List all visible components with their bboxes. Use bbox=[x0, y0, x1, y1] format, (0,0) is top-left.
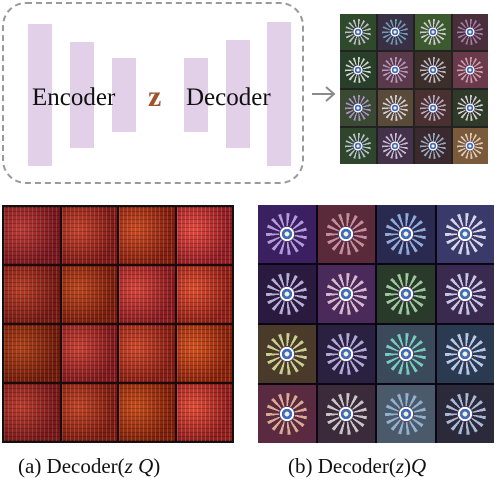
noise-image-tile bbox=[4, 266, 60, 323]
flower-image-tile bbox=[317, 385, 375, 443]
flower-image-tile bbox=[377, 205, 435, 263]
flower-image-tile bbox=[436, 205, 494, 263]
noise-image-tile bbox=[176, 325, 232, 382]
noise-image-tile bbox=[119, 384, 175, 441]
noise-image-tile bbox=[61, 266, 117, 323]
flower-image-tile bbox=[436, 265, 494, 323]
noise-image-tile bbox=[119, 266, 175, 323]
flower-image-tile bbox=[452, 90, 488, 126]
encoder-layer-2 bbox=[70, 42, 94, 148]
flower-image-tile bbox=[317, 265, 375, 323]
flower-image-tile bbox=[340, 128, 376, 164]
decoder-z-q-image-grid bbox=[258, 205, 494, 443]
flower-image-tile bbox=[258, 325, 316, 383]
flower-image-tile bbox=[415, 128, 451, 164]
noise-image-tile bbox=[176, 266, 232, 323]
flower-image-tile bbox=[340, 14, 376, 50]
flower-image-tile bbox=[377, 385, 435, 443]
noise-image-tile bbox=[4, 207, 60, 264]
flower-image-tile bbox=[258, 205, 316, 263]
decoder-zq-image-grid bbox=[2, 205, 234, 443]
flower-image-tile bbox=[415, 14, 451, 50]
flower-image-tile bbox=[258, 265, 316, 323]
autoencoder-frame bbox=[2, 2, 304, 184]
encoder-layer-1 bbox=[28, 24, 52, 166]
flower-image-tile bbox=[377, 325, 435, 383]
decoder-label: Decoder bbox=[186, 84, 271, 111]
flower-image-tile bbox=[452, 14, 488, 50]
flower-image-tile bbox=[377, 128, 413, 164]
encoder-layer-3 bbox=[112, 58, 136, 132]
flower-image-tile bbox=[452, 52, 488, 88]
flower-image-tile bbox=[436, 385, 494, 443]
flower-image-tile bbox=[317, 205, 375, 263]
flower-image-tile bbox=[317, 325, 375, 383]
flower-image-tile bbox=[452, 128, 488, 164]
flower-image-tile bbox=[258, 385, 316, 443]
noise-image-tile bbox=[4, 325, 60, 382]
decoder-layer-1 bbox=[184, 58, 208, 132]
flower-image-tile bbox=[340, 90, 376, 126]
noise-image-tile bbox=[61, 207, 117, 264]
noise-image-tile bbox=[176, 207, 232, 264]
encoder-label: Encoder bbox=[32, 84, 116, 111]
flower-image-tile bbox=[377, 52, 413, 88]
flower-image-tile bbox=[415, 52, 451, 88]
flower-image-tile bbox=[415, 90, 451, 126]
noise-image-tile bbox=[176, 384, 232, 441]
latent-z-label: z bbox=[148, 80, 162, 113]
reconstruction-image-grid bbox=[340, 14, 488, 164]
flower-image-tile bbox=[377, 265, 435, 323]
output-arrow-icon bbox=[312, 86, 336, 102]
caption-b: (b) Decoder(z)Q bbox=[288, 454, 427, 478]
decoder-layer-2 bbox=[226, 40, 250, 148]
noise-image-tile bbox=[119, 325, 175, 382]
noise-image-tile bbox=[4, 384, 60, 441]
caption-a: (a) Decoder(z Q) bbox=[18, 454, 161, 478]
flower-image-tile bbox=[436, 325, 494, 383]
noise-image-tile bbox=[119, 207, 175, 264]
noise-image-tile bbox=[61, 325, 117, 382]
flower-image-tile bbox=[377, 90, 413, 126]
decoder-layer-3 bbox=[267, 22, 291, 166]
flower-image-tile bbox=[340, 52, 376, 88]
noise-image-tile bbox=[61, 384, 117, 441]
flower-image-tile bbox=[377, 14, 413, 50]
